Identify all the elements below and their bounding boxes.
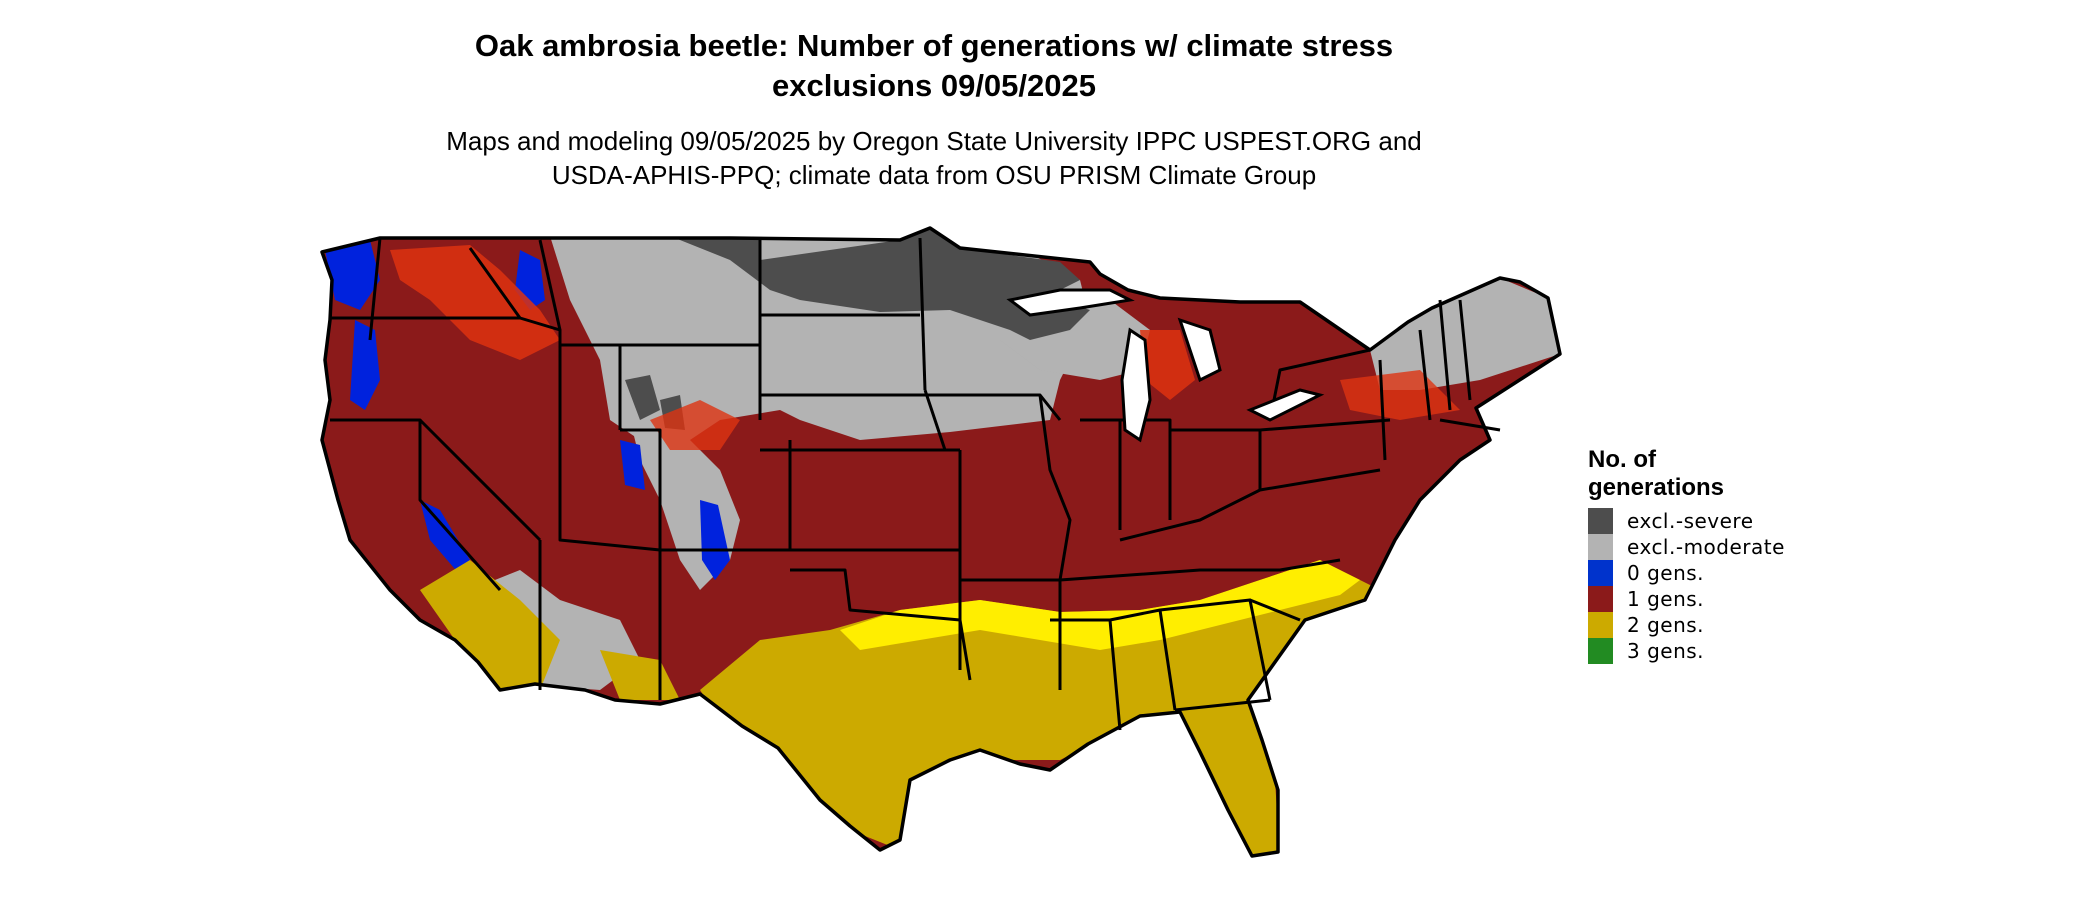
region-excl-moderate-newengland bbox=[1370, 278, 1560, 390]
map-subtitle: Maps and modeling 09/05/2025 by Oregon S… bbox=[0, 124, 1868, 192]
legend-swatch bbox=[1588, 612, 1613, 638]
subtitle-line-2: USDA-APHIS-PPQ; climate data from OSU PR… bbox=[551, 160, 1317, 190]
state-borders bbox=[330, 237, 1501, 731]
legend-swatch bbox=[1588, 508, 1613, 534]
legend-swatch bbox=[1588, 534, 1613, 560]
legend-swatch bbox=[1588, 560, 1613, 586]
legend-item-0-gens: 0 gens. bbox=[1588, 560, 1788, 586]
legend-label: excl.-severe bbox=[1627, 509, 1754, 533]
title-line-2: exclusions 09/05/2025 bbox=[771, 68, 1096, 103]
map-legend: No. of generations excl.-severe excl.-mo… bbox=[1588, 446, 1788, 664]
region-1-gens-montana bbox=[390, 245, 560, 360]
legend-item-2-gens: 2 gens. bbox=[1588, 612, 1788, 638]
legend-label: excl.-moderate bbox=[1627, 535, 1785, 559]
region-0-gens-washington bbox=[325, 240, 380, 310]
legend-item-1-gens: 1 gens. bbox=[1588, 586, 1788, 612]
region-0-gens-sierra bbox=[420, 500, 470, 575]
region-2-gens-fringe bbox=[840, 560, 1360, 650]
subtitle-line-1: Maps and modeling 09/05/2025 by Oregon S… bbox=[446, 126, 1422, 156]
legend-label: 2 gens. bbox=[1627, 613, 1705, 637]
lake-huron bbox=[1177, 317, 1222, 383]
region-2-gens-southwest bbox=[420, 560, 560, 690]
legend-label: 0 gens. bbox=[1627, 561, 1705, 585]
lake-michigan bbox=[1120, 327, 1152, 443]
region-0-gens-oregon-cascades bbox=[350, 320, 380, 410]
title-line-1: Oak ambrosia beetle: Number of generatio… bbox=[474, 28, 1394, 63]
map-title: Oak ambrosia beetle: Number of generatio… bbox=[0, 26, 1868, 106]
region-1-gens-wyoming bbox=[650, 400, 740, 450]
lake-superior bbox=[1006, 288, 1135, 317]
us-outline bbox=[320, 226, 1562, 858]
legend-item-excl-severe: excl.-severe bbox=[1588, 508, 1788, 534]
legend-swatch bbox=[1588, 586, 1613, 612]
legend-items: excl.-severe excl.-moderate 0 gens. 1 ge… bbox=[1588, 508, 1788, 664]
legend-swatch bbox=[1588, 638, 1613, 664]
region-0-gens-colorado bbox=[700, 500, 730, 580]
legend-item-excl-moderate: excl.-moderate bbox=[1588, 534, 1788, 560]
legend-label: 3 gens. bbox=[1627, 639, 1705, 663]
region-3-gens-florida bbox=[1230, 870, 1270, 880]
legend-title: No. of generations bbox=[1588, 446, 1725, 501]
legend-item-3-gens: 3 gens. bbox=[1588, 638, 1788, 664]
legend-label: 1 gens. bbox=[1627, 587, 1705, 611]
us-generations-map bbox=[320, 226, 1562, 880]
region-1-gens-michigan bbox=[1140, 330, 1195, 400]
region-excl-severe-north bbox=[670, 228, 1080, 330]
great-lakes bbox=[1006, 288, 1325, 443]
lake-erie bbox=[1246, 388, 1325, 422]
region-0-gens-utah bbox=[620, 440, 645, 490]
